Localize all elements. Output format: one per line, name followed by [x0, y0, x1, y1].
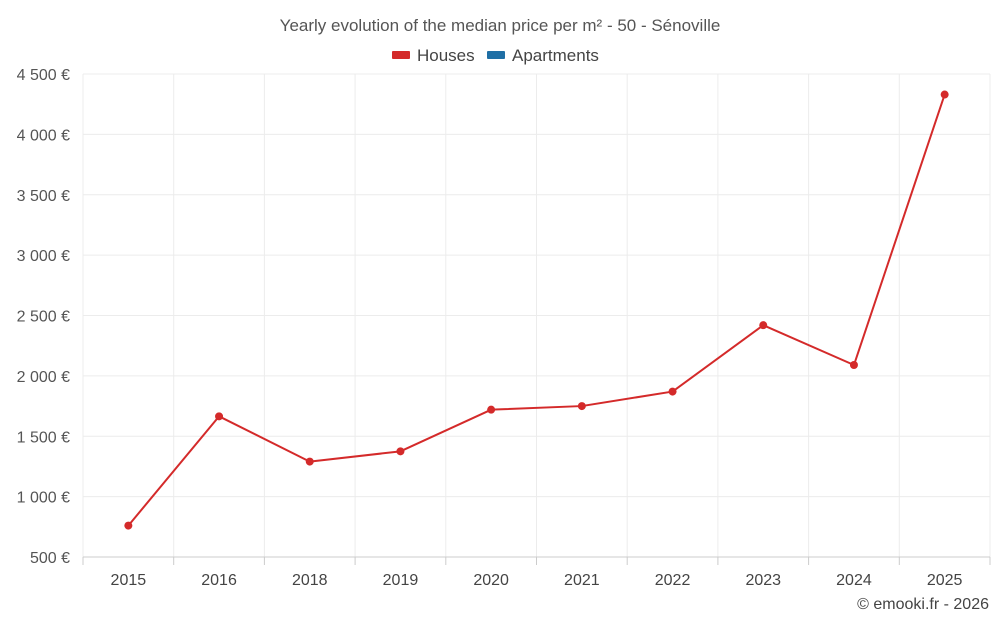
- legend: Houses Apartments: [392, 46, 599, 65]
- y-tick-label: 2 000 €: [17, 369, 70, 386]
- data-point[interactable]: [487, 405, 496, 414]
- x-tick-label: 2022: [655, 572, 691, 589]
- y-tick-label: 4 500 €: [17, 67, 70, 84]
- series-houses: [124, 90, 949, 530]
- y-tick-label: 1 500 €: [17, 429, 70, 446]
- y-tick-label: 3 500 €: [17, 188, 70, 205]
- data-point[interactable]: [759, 321, 768, 330]
- x-tick-label: 2020: [473, 572, 509, 589]
- y-tick-label: 500 €: [30, 550, 70, 567]
- legend-item-houses[interactable]: Houses: [392, 46, 475, 65]
- data-point[interactable]: [940, 90, 949, 99]
- grid: [82, 73, 991, 557]
- y-axis: 500 € 1 000 € 1 500 € 2 000 € 2 500 € 3 000 €…: [17, 67, 70, 567]
- legend-item-apartments[interactable]: Apartments: [487, 46, 599, 65]
- y-tick-label: 1 000 €: [17, 490, 70, 507]
- x-tick-label: 2019: [383, 572, 419, 589]
- legend-swatch-apartments: [487, 51, 505, 59]
- y-tick-label: 3 000 €: [17, 248, 70, 265]
- x-tick-label: 2025: [927, 572, 963, 589]
- y-tick-label: 2 500 €: [17, 309, 70, 326]
- x-tick-label: 2021: [564, 572, 600, 589]
- x-tick-label: 2018: [292, 572, 328, 589]
- credit-text: © emooki.fr - 2026: [857, 596, 989, 613]
- data-point[interactable]: [124, 521, 133, 530]
- data-point[interactable]: [215, 412, 224, 421]
- legend-label-apartments: Apartments: [512, 46, 599, 65]
- series-line-houses: [127, 94, 946, 527]
- data-point[interactable]: [305, 457, 314, 466]
- data-point[interactable]: [849, 361, 858, 370]
- x-tick-label: 2023: [745, 572, 781, 589]
- y-tick-label: 4 000 €: [17, 127, 70, 144]
- chart-title: Yearly evolution of the median price per…: [280, 16, 721, 35]
- legend-swatch-houses: [392, 51, 410, 59]
- data-point[interactable]: [396, 447, 405, 456]
- data-point[interactable]: [668, 387, 677, 396]
- legend-label-houses: Houses: [417, 46, 475, 65]
- x-tick-label: 2016: [201, 572, 237, 589]
- x-axis: 2015 2016 2018 2019 2020 2021 2022 2023 2024 2025: [82, 556, 991, 589]
- x-tick-label: 2024: [836, 572, 872, 589]
- data-point[interactable]: [577, 402, 586, 411]
- x-tick-label: 2015: [111, 572, 147, 589]
